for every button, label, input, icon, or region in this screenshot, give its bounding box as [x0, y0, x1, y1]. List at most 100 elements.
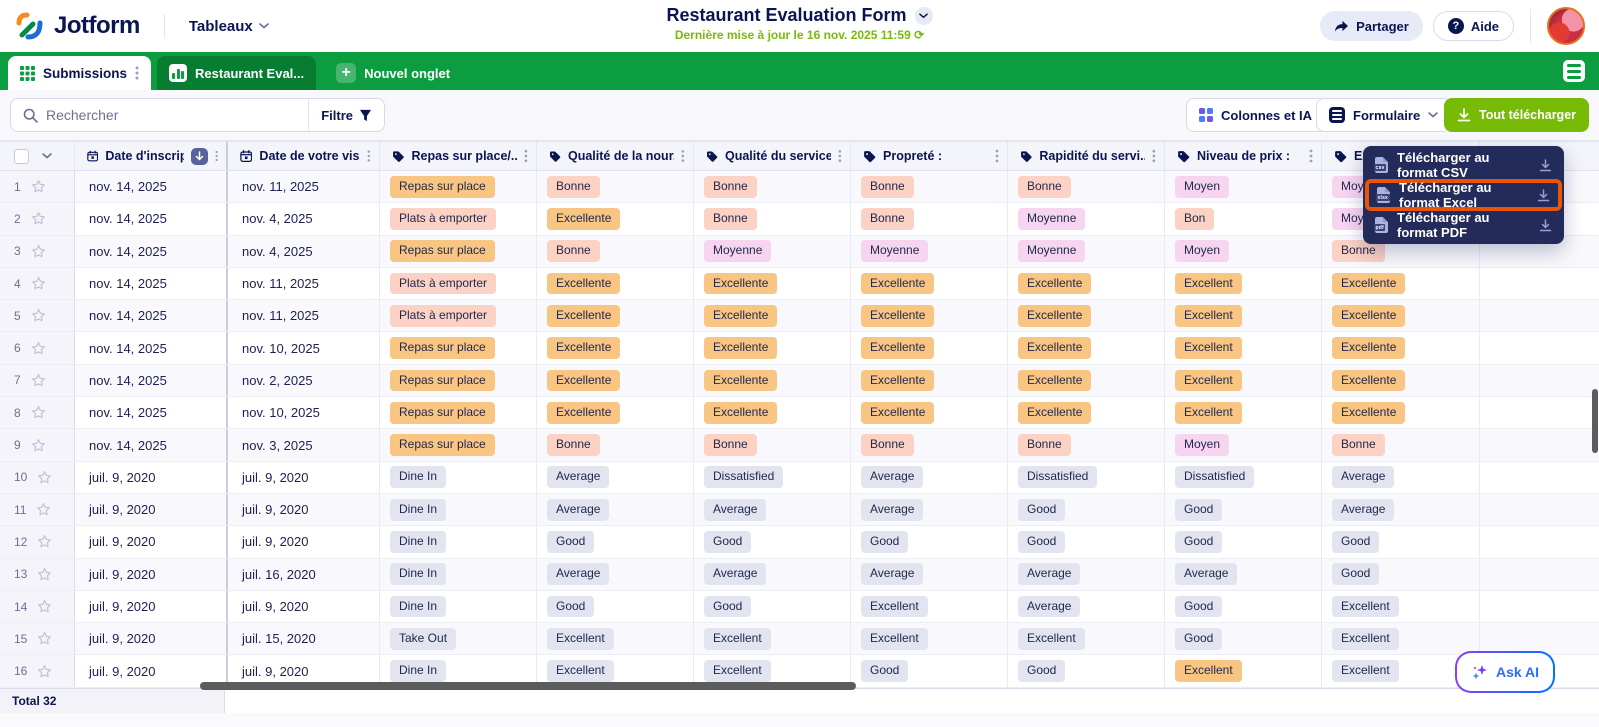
registration-date-cell[interactable]: juil. 9, 2020 [75, 655, 228, 687]
column-menu-dots-icon[interactable] [215, 149, 218, 163]
star-icon[interactable] [37, 664, 52, 679]
answer-cell[interactable]: Excellente [851, 332, 1008, 364]
title-chevron-down-icon[interactable] [914, 6, 933, 25]
answer-cell[interactable]: Bon [1165, 203, 1322, 235]
answer-cell[interactable]: Dine In [380, 590, 537, 623]
answer-cell[interactable]: Repas sur place [380, 332, 537, 364]
form-button[interactable]: Formulaire [1316, 98, 1452, 132]
answer-cell[interactable]: Average [1165, 558, 1322, 590]
answer-cell[interactable]: Excellente [537, 364, 694, 397]
answer-cell[interactable]: Bonne [1008, 429, 1165, 461]
answer-cell[interactable]: Moyenne [1008, 235, 1165, 267]
registration-date-cell[interactable]: juil. 9, 2020 [75, 493, 228, 526]
answer-cell[interactable]: Excellent [851, 623, 1008, 655]
star-icon[interactable] [31, 244, 46, 259]
tab-more-dots-icon[interactable] [135, 66, 139, 80]
answer-cell[interactable]: Moyen [1165, 171, 1322, 203]
horizontal-scrollbar[interactable] [200, 682, 856, 690]
star-icon[interactable] [31, 179, 46, 194]
visit-date-cell[interactable]: juil. 9, 2020 [228, 526, 380, 558]
visit-date-cell[interactable]: juil. 15, 2020 [228, 623, 380, 655]
answer-cell[interactable]: Average [694, 558, 851, 590]
visit-date-cell[interactable]: juil. 16, 2020 [228, 558, 380, 590]
star-icon[interactable] [37, 599, 52, 614]
answer-cell[interactable]: Bonne [851, 171, 1008, 203]
star-icon[interactable] [31, 405, 46, 420]
column-menu-dots-icon[interactable] [1309, 149, 1313, 163]
column-menu-dots-icon[interactable] [1152, 149, 1156, 163]
answer-cell[interactable]: Bonne [537, 235, 694, 267]
answer-cell[interactable]: Moyenne [851, 235, 1008, 267]
answer-cell[interactable]: Repas sur place [380, 364, 537, 397]
vertical-scrollbar[interactable] [1592, 389, 1598, 453]
answer-cell[interactable]: Average [851, 558, 1008, 590]
column-menu-dots-icon[interactable] [838, 149, 842, 163]
star-icon[interactable] [31, 341, 46, 356]
star-icon[interactable] [37, 631, 52, 646]
answer-cell[interactable]: Excellente [694, 332, 851, 364]
answer-cell[interactable]: Average [851, 461, 1008, 493]
column-menu-dots-icon[interactable] [367, 149, 371, 163]
jotform-logo-icon[interactable] [14, 11, 44, 41]
answer-cell[interactable]: Excellente [537, 267, 694, 300]
visit-date-cell[interactable]: nov. 3, 2025 [228, 429, 380, 461]
answer-cell[interactable]: Moyenne [1008, 203, 1165, 235]
answer-cell[interactable]: Bonne [694, 429, 851, 461]
answer-cell[interactable]: Excellente [1008, 397, 1165, 429]
star-icon[interactable] [36, 502, 51, 517]
answer-cell[interactable]: Average [1322, 461, 1480, 493]
visit-date-cell[interactable]: nov. 10, 2025 [228, 397, 380, 429]
star-icon[interactable] [37, 567, 52, 582]
column-menu-dots-icon[interactable] [681, 149, 685, 163]
answer-cell[interactable]: Excellent [1322, 623, 1480, 655]
answer-cell[interactable]: Excellente [1322, 267, 1480, 300]
answer-cell[interactable]: Moyen [1165, 429, 1322, 461]
visit-date-cell[interactable]: juil. 9, 2020 [228, 493, 380, 526]
answer-cell[interactable]: Bonne [1322, 235, 1480, 267]
answer-cell[interactable]: Excellent [1165, 300, 1322, 332]
visit-date-cell[interactable]: nov. 11, 2025 [228, 300, 380, 332]
visit-date-cell[interactable]: nov. 2, 2025 [228, 364, 380, 397]
answer-cell[interactable]: Bonne [851, 203, 1008, 235]
answer-cell[interactable]: Excellente [851, 364, 1008, 397]
answer-cell[interactable]: Average [1008, 558, 1165, 590]
answer-cell[interactable]: Bonne [694, 171, 851, 203]
answer-cell[interactable]: Excellente [1008, 364, 1165, 397]
tab-list-icon[interactable] [1563, 60, 1585, 82]
answer-cell[interactable]: Bonne [1322, 429, 1480, 461]
column-header[interactable]: Rapidité du servi... [1008, 142, 1165, 170]
answer-cell[interactable]: Good [694, 526, 851, 558]
ask-ai-button[interactable]: Ask AI [1455, 651, 1556, 693]
registration-date-cell[interactable]: nov. 14, 2025 [75, 332, 228, 364]
star-icon[interactable] [31, 438, 46, 453]
registration-date-cell[interactable]: nov. 14, 2025 [75, 300, 228, 332]
answer-cell[interactable]: Bonne [1008, 171, 1165, 203]
visit-date-cell[interactable]: juil. 9, 2020 [228, 655, 380, 687]
answer-cell[interactable]: Excellente [1322, 300, 1480, 332]
answer-cell[interactable]: Bonne [851, 429, 1008, 461]
column-header[interactable]: Niveau de prix : [1165, 142, 1322, 170]
answer-cell[interactable]: Excellente [537, 300, 694, 332]
download-xlsx-menu-item[interactable]: xlsx Télécharger au format Excel [1365, 179, 1562, 211]
answer-cell[interactable]: Excellent [1008, 623, 1165, 655]
visit-date-cell[interactable]: juil. 9, 2020 [228, 590, 380, 623]
answer-cell[interactable]: Moyenne [694, 235, 851, 267]
product-switcher[interactable]: Tableaux [189, 18, 269, 35]
answer-cell[interactable]: Repas sur place [380, 397, 537, 429]
answer-cell[interactable]: Plats à emporter [380, 300, 537, 332]
answer-cell[interactable]: Plats à emporter [380, 267, 537, 300]
answer-cell[interactable]: Excellent [851, 590, 1008, 623]
new-tab-button[interactable]: + Nouvel onglet [324, 56, 462, 90]
answer-cell[interactable]: Dissatisfied [694, 461, 851, 493]
answer-cell[interactable]: Good [1008, 493, 1165, 526]
tab-restaurant-eval-report[interactable]: Restaurant Eval... [157, 56, 317, 90]
answer-cell[interactable]: Average [851, 493, 1008, 526]
answer-cell[interactable]: Bonne [537, 429, 694, 461]
sort-descending-badge[interactable] [190, 147, 208, 165]
answer-cell[interactable]: Moyen [1165, 235, 1322, 267]
registration-date-cell[interactable]: nov. 14, 2025 [75, 429, 228, 461]
answer-cell[interactable]: Average [1008, 590, 1165, 623]
answer-cell[interactable]: Average [537, 461, 694, 493]
column-header[interactable]: Date de votre visi... [228, 142, 380, 170]
help-button[interactable]: ? Aide [1432, 11, 1514, 41]
